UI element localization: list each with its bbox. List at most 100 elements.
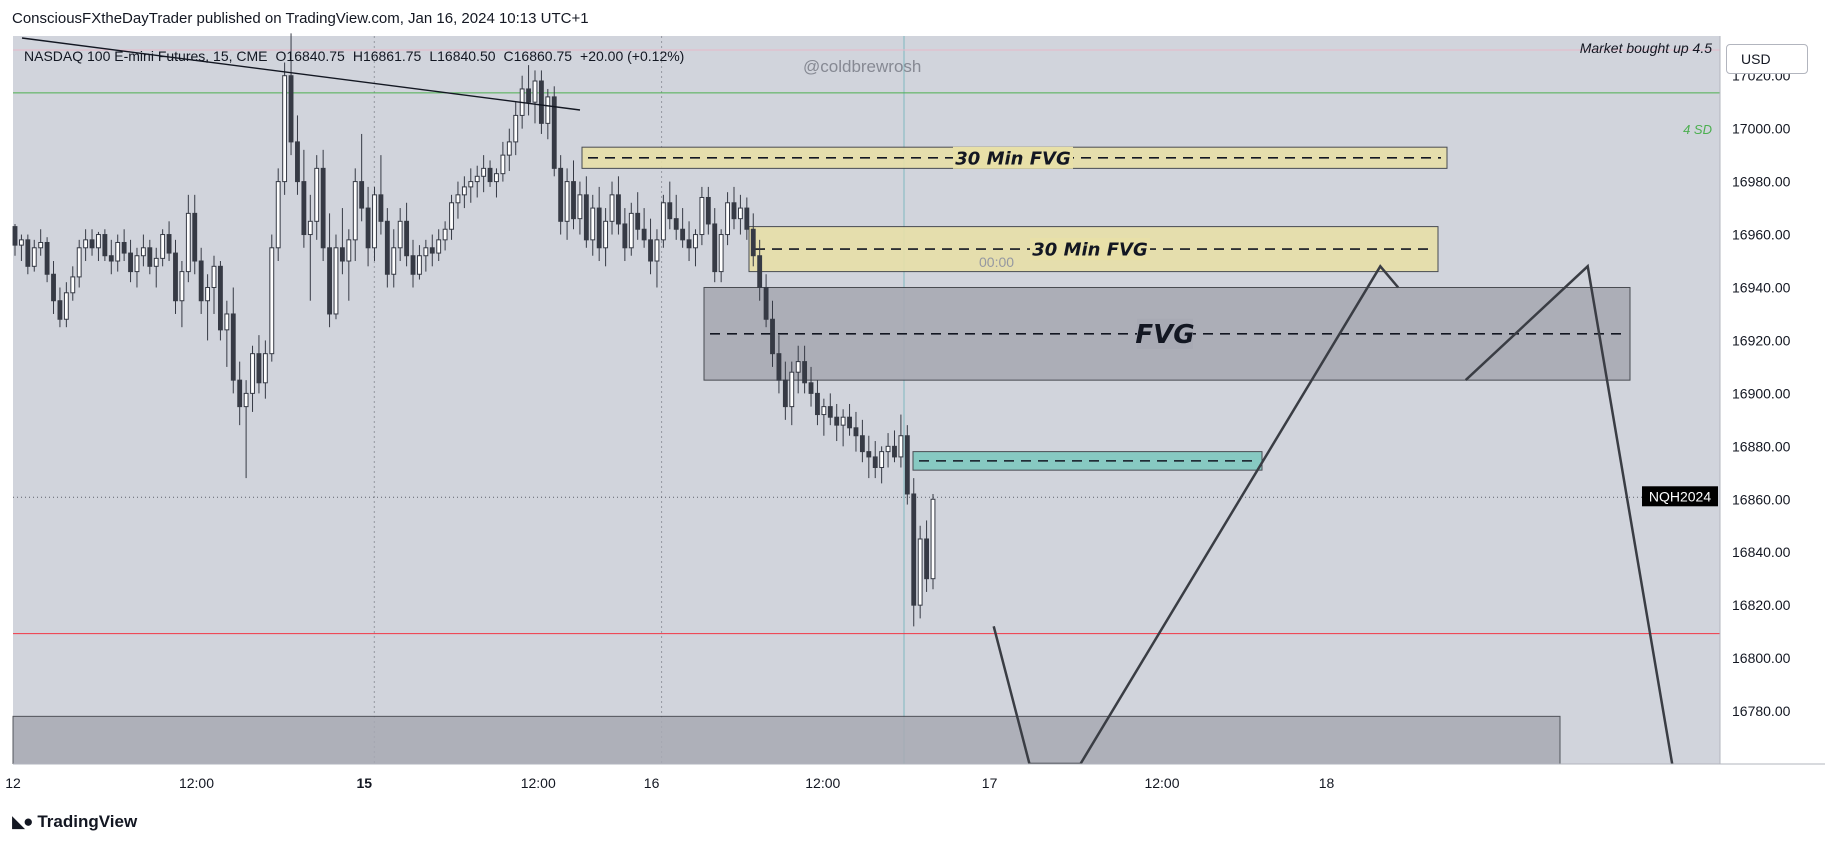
candle-body [718,234,724,273]
candle-body [262,353,268,384]
y-tick-label: 16940.00 [1732,279,1791,295]
candle-body [31,247,37,267]
publisher-caption: ConsciousFXtheDayTrader published on Tra… [12,10,589,27]
candle-body [38,241,44,249]
candle-body [468,181,474,188]
candle-body [686,239,692,249]
candle-body [603,220,609,249]
candle-body [63,292,69,320]
candle-body [526,88,531,103]
candle-body [859,435,865,453]
candle-body [173,252,178,302]
candle-body [680,228,686,241]
candle-body [128,252,133,273]
candle-body [25,239,31,267]
zone-label-background [1030,238,1150,261]
candle-body [641,228,647,241]
candle-body [802,361,808,384]
candle-body [211,265,217,288]
market-note: Market bought up 4.5 [1580,40,1713,56]
candle-body [391,247,397,275]
candle-body [314,167,320,222]
candle-body [160,234,166,259]
candle-body [660,202,666,241]
candle-body [442,228,448,241]
candle-body [500,154,506,175]
candle-body [327,247,332,315]
candle-body [532,80,538,103]
candle-body [51,273,56,302]
trend-line [21,37,581,111]
tradingview-icon: ◣● [12,812,33,831]
candle-body [782,379,788,408]
candle-body [295,141,300,183]
candle-body [134,255,140,273]
candle-body [339,247,345,262]
candle-body [153,257,159,267]
candle-body [378,194,384,222]
candle-body [12,226,18,246]
candle-body [115,241,121,262]
candle-body [436,239,442,254]
x-tick-label: 12:00 [1144,775,1179,791]
tradingview-brand: TradingView [37,812,138,831]
candle-body [384,220,390,275]
candle-body [410,255,416,275]
candle-body [840,416,846,426]
candle-body [423,247,429,257]
candle-body [429,247,435,254]
candle-body [821,406,827,416]
sd-line-label: 4 SD [1683,122,1712,137]
candle-body [750,228,756,257]
y-tick-label: 16920.00 [1732,332,1791,348]
candle-body [545,96,551,124]
candle-body [892,445,897,458]
y-tick-label: 16860.00 [1732,491,1791,507]
candle-body [648,239,653,262]
candle-body [667,202,673,220]
candle-body [487,167,493,183]
symbol-label: NQH2024 [1649,488,1711,504]
y-tick-label: 16840.00 [1732,544,1791,560]
candle-body [622,223,628,249]
zone-box [12,715,1561,765]
candle-body [121,241,127,254]
candle-body [198,260,204,302]
candle-body [461,186,467,196]
candle-body [224,313,230,331]
x-tick-label: 16 [644,775,660,791]
candle-body [898,435,904,458]
candle-body [705,196,711,225]
candle-body [320,167,326,249]
candle-body [359,181,365,209]
candle-body [455,194,461,204]
candle-body [693,234,698,249]
candle-body [288,75,294,143]
x-tick-label: 12:00 [179,775,214,791]
candle-body [834,416,840,426]
y-tick-label: 16820.00 [1732,597,1791,613]
axis-layer: 16780.00 16800.00 16820.00 16840.00 16860.00… [0,36,1825,800]
candle-body [250,353,255,394]
y-tick-label: 16980.00 [1732,174,1791,190]
candle-body [417,255,422,275]
candle-body [83,239,89,249]
plot-background [13,36,1720,764]
candle-body [333,247,339,315]
candle-body [179,271,185,302]
candle-body [166,234,172,254]
candle-body [731,202,737,220]
candle-body [352,181,358,241]
candle-body [551,96,557,169]
candle-body [494,173,499,183]
candle-body [282,75,288,183]
currency-button[interactable]: USD [1726,44,1808,74]
candle-body [365,207,371,249]
chart-text-layer: NASDAQ 100 E-mini Futures, 15, CME O16840… [24,40,1712,270]
candle-body [449,202,454,230]
candle-body [885,445,891,453]
zone-label-background [1137,318,1193,349]
candle-body [506,141,512,156]
candle-body [185,212,191,273]
